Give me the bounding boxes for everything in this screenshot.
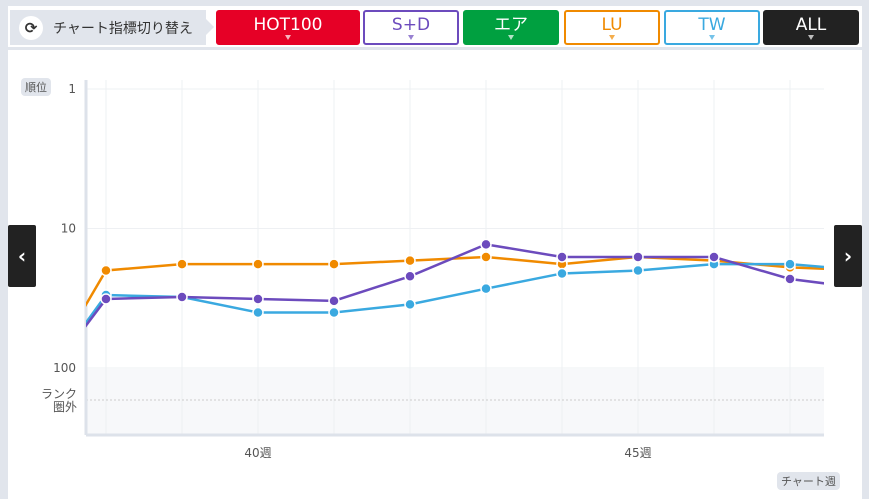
tab-sd[interactable]: S+D <box>363 10 459 45</box>
caret-down-icon <box>508 35 514 40</box>
data-point <box>328 295 340 307</box>
y-axis-label: 順位 <box>21 78 51 96</box>
y-tick-label: 10 <box>61 222 76 236</box>
tab-label: LU <box>601 15 623 35</box>
data-point <box>328 258 340 270</box>
out-of-rank-label: 圏外 <box>53 400 77 414</box>
data-point <box>480 251 492 263</box>
caret-down-icon <box>609 35 615 40</box>
next-button[interactable]: › <box>834 225 862 287</box>
data-point <box>784 258 796 270</box>
data-point <box>480 238 492 251</box>
data-point <box>404 298 416 311</box>
x-tick-label: 45週 <box>624 446 651 460</box>
out-of-rank-zone <box>86 369 824 435</box>
data-point <box>708 251 720 263</box>
tab-label: TW <box>698 15 726 35</box>
data-point <box>480 282 492 295</box>
tab-label: HOT100 <box>253 15 323 35</box>
tab-tw[interactable]: TW <box>664 10 760 45</box>
tab-label: エア <box>494 15 528 35</box>
chart-metric-switch-label: ⟳ チャート指標切り替え <box>10 10 214 45</box>
data-point <box>252 258 264 270</box>
data-point <box>404 270 416 283</box>
data-point <box>100 264 112 277</box>
data-point <box>784 273 796 285</box>
data-point <box>632 264 644 277</box>
data-point <box>252 306 264 319</box>
series-sd <box>86 238 824 328</box>
divider <box>8 47 862 50</box>
data-point <box>328 306 340 319</box>
tab-label: S+D <box>391 15 431 35</box>
tab-label: ALL <box>795 15 827 35</box>
data-point <box>176 291 188 303</box>
data-point <box>404 254 416 267</box>
caret-down-icon <box>408 35 414 40</box>
tab-hot100[interactable]: HOT100 <box>216 10 360 45</box>
data-point <box>556 267 568 280</box>
caret-down-icon <box>808 35 814 40</box>
refresh-icon: ⟳ <box>19 15 43 40</box>
prev-button[interactable]: ‹ <box>8 225 36 287</box>
y-tick-label: 100 <box>53 361 76 375</box>
data-point <box>100 293 112 305</box>
out-of-rank-label: ランク <box>41 387 77 401</box>
data-point <box>556 251 568 263</box>
tab-lu[interactable]: LU <box>564 10 660 45</box>
x-tick-label: 40週 <box>244 446 271 460</box>
tab-[interactable]: エア <box>463 10 559 45</box>
x-axis-label: チャート週 <box>777 472 840 490</box>
caret-down-icon <box>709 35 715 40</box>
data-point <box>252 293 264 305</box>
data-point <box>176 258 188 270</box>
data-point <box>632 251 644 263</box>
caret-down-icon <box>285 35 291 40</box>
series-line <box>86 243 824 328</box>
tab-all[interactable]: ALL <box>763 10 859 45</box>
y-tick-label: 1 <box>68 82 76 96</box>
